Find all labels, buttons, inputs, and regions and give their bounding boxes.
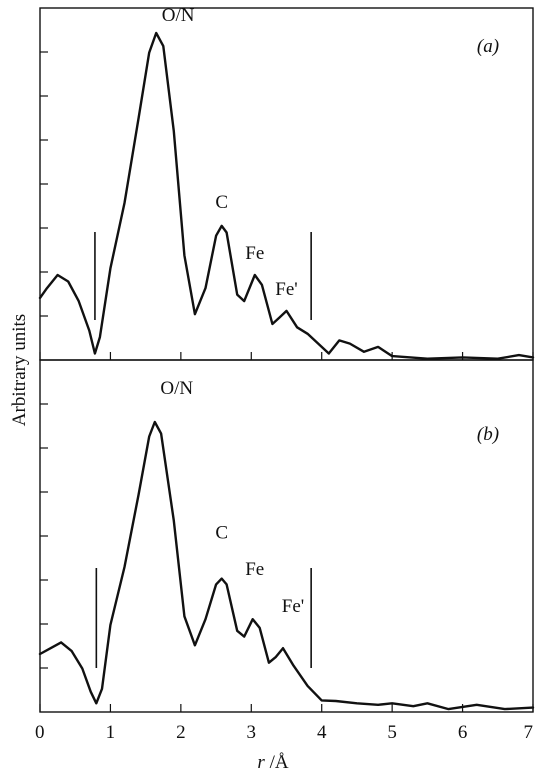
spectrum-line bbox=[38, 420, 535, 711]
panel-b: O/N C Fe Fe' (b) bbox=[38, 359, 535, 713]
peak-label: C bbox=[215, 523, 228, 544]
peak-label: O/N bbox=[162, 5, 195, 26]
peak-label: Fe' bbox=[275, 279, 297, 300]
panel-frame bbox=[39, 359, 534, 713]
x-tick-label: 4 bbox=[317, 722, 327, 743]
peak-label: Fe' bbox=[282, 596, 304, 617]
y-axis-label: Arbitrary units bbox=[9, 314, 30, 426]
x-tick-label: 5 bbox=[387, 722, 397, 743]
panels-group: O/N C Fe Fe' (a) O/N C Fe Fe' (b) bbox=[38, 5, 535, 713]
x-tick-label: 1 bbox=[106, 722, 116, 743]
peak-label: Fe bbox=[245, 559, 264, 580]
panel-a: O/N C Fe Fe' (a) bbox=[38, 5, 535, 361]
panel-label: (b) bbox=[477, 424, 499, 445]
x-axis-label: r /Å bbox=[257, 752, 288, 773]
panel-frame bbox=[39, 7, 534, 361]
spectrum-line bbox=[38, 31, 535, 360]
x-tick-label: 0 bbox=[35, 722, 45, 743]
peak-label: Fe bbox=[245, 243, 264, 264]
x-tick-label: 3 bbox=[247, 722, 257, 743]
x-axis: 0 1 2 3 4 5 6 7 bbox=[35, 352, 534, 743]
peak-label: C bbox=[215, 192, 228, 213]
x-tick-label: 7 bbox=[524, 722, 534, 743]
x-tick-label: 2 bbox=[176, 722, 186, 743]
peak-label: O/N bbox=[160, 378, 193, 399]
x-tick-label: 6 bbox=[458, 722, 468, 743]
panel-label: (a) bbox=[477, 36, 499, 57]
